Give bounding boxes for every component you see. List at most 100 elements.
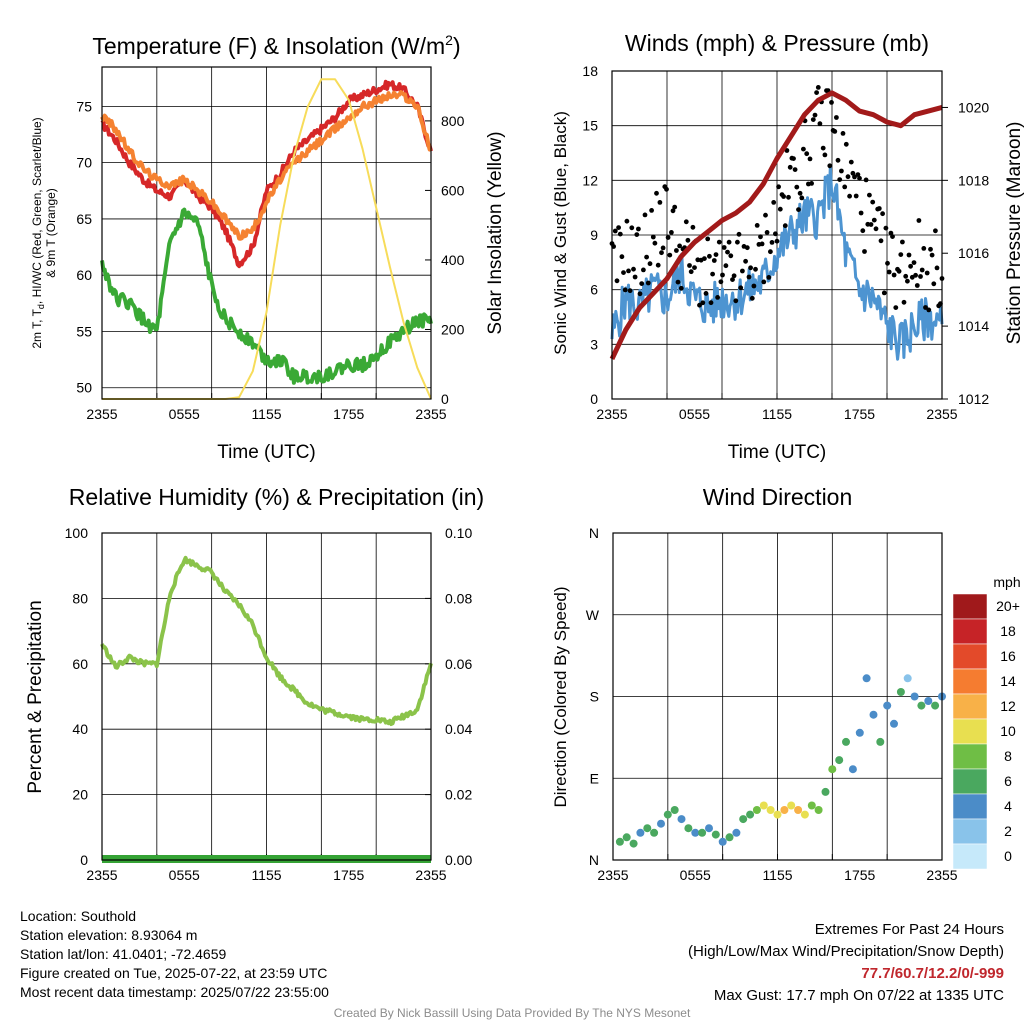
- wind-gust-point: [858, 210, 864, 216]
- temp-series-orange: [100, 90, 433, 241]
- wind-gust-point: [759, 241, 765, 247]
- dir-point: [917, 701, 926, 710]
- wind-gust-point: [848, 159, 854, 165]
- temp-y2label: Solar Insolation (Yellow): [485, 131, 506, 334]
- wind-xtick-label: 2355: [926, 406, 957, 422]
- wind-gust-point: [928, 246, 933, 252]
- wind-gust-point: [683, 219, 689, 225]
- wind-ytick-label: 9: [590, 227, 598, 243]
- wind-gust-point: [787, 164, 793, 170]
- dir-point: [657, 819, 665, 828]
- dir-point: [670, 806, 679, 814]
- wind-gust-point: [677, 243, 682, 249]
- wind-gust-point: [649, 208, 654, 213]
- wind-gust-point: [731, 273, 737, 279]
- wind-gust-point: [700, 300, 706, 306]
- temp-ylabel-subscript: d: [36, 304, 46, 309]
- wind-y2tick-label: 1020: [958, 99, 989, 115]
- dir-point: [725, 833, 734, 842]
- wind-gust-point: [690, 224, 696, 230]
- wind-gust-point: [893, 305, 899, 310]
- wind-xlabel: Time (UTC): [728, 442, 827, 463]
- wind-gust-point: [916, 218, 922, 223]
- wind-series-pressure: [609, 90, 943, 360]
- wind-gust-point: [674, 248, 679, 253]
- wind-gust-point: [730, 277, 735, 282]
- dir-point: [862, 674, 871, 683]
- wind-gust-point: [814, 90, 819, 95]
- dir-xtick-label: 0555: [680, 867, 711, 883]
- wind-ytick-label: 12: [582, 172, 598, 188]
- wind-gust-point: [645, 280, 651, 286]
- extremes-title: Extremes For Past 24 Hours: [814, 921, 1004, 938]
- wind-gust-point: [619, 254, 625, 260]
- wind-gust-point: [834, 115, 839, 120]
- rh-ytick-label: 60: [72, 656, 88, 672]
- colorbar-label: 18: [1000, 623, 1016, 639]
- dir-xtick-label: 2355: [597, 867, 628, 883]
- wind-gust-point: [697, 302, 702, 308]
- wind-gust-point: [708, 300, 714, 306]
- wind-gust-point: [715, 295, 720, 300]
- wind-gust-point: [629, 225, 635, 231]
- wind-gust-point: [911, 260, 917, 265]
- wind-gust-point: [901, 299, 907, 305]
- wind-gust-point: [885, 260, 890, 266]
- temp-title-superscript: 2: [445, 32, 453, 48]
- wind-gust-point: [753, 266, 758, 272]
- wind-y2label: Station Pressure (Maroon): [1004, 122, 1024, 345]
- wind-gust-point: [878, 238, 884, 244]
- wind-gust-point: [637, 291, 643, 297]
- wind-gust-point: [804, 151, 810, 157]
- dir-point: [636, 828, 645, 837]
- wind-gust-point: [906, 252, 912, 258]
- wind-xtick-label: 0555: [679, 406, 710, 422]
- dir-point: [752, 806, 761, 814]
- wind-gust-point: [626, 268, 631, 274]
- wind-gust-point: [870, 199, 876, 205]
- wind-gust-point: [665, 235, 671, 240]
- wind-gust-point: [843, 141, 849, 147]
- temp-y2tick-label: 400: [441, 252, 465, 268]
- wind-gust-point: [768, 249, 773, 255]
- wind-gust-point: [931, 281, 937, 287]
- wind-gust-point: [711, 258, 717, 263]
- dir-point: [855, 728, 864, 737]
- colorbar-label: 4: [1004, 798, 1012, 814]
- rh-y2tick-label: 0.10: [445, 525, 472, 541]
- wind-gust-point: [748, 265, 753, 271]
- colorbar-swatch: [952, 718, 988, 745]
- wind-gust-point: [860, 228, 866, 234]
- rh-ytick-label: 100: [65, 525, 89, 541]
- temp-ytick-label: 65: [76, 211, 92, 227]
- wind-series-blue: [610, 165, 944, 361]
- wind-gust-point: [728, 253, 734, 259]
- wind-ytick-label: 3: [590, 336, 598, 352]
- colorbar-label: 6: [1004, 773, 1012, 789]
- wind-gust-point: [782, 223, 788, 229]
- wind-gust-point: [914, 283, 920, 288]
- wind-gust-point: [764, 230, 770, 235]
- temp-xlabel: Time (UTC): [217, 442, 316, 463]
- wind-gust-point: [624, 218, 630, 224]
- extremes-subtitle: (High/Low/Max Wind/Precipitation/Snow De…: [688, 943, 1004, 960]
- dir-point: [643, 824, 652, 833]
- rh-xtick-label: 0555: [169, 867, 200, 883]
- temp-ylabel: 2m T, Td, HI/WC (Red, Green, Scarlet/Blu…: [30, 117, 46, 348]
- wind-gust-point: [707, 253, 712, 259]
- wind-gust-point: [718, 279, 724, 285]
- wind-gust-point: [632, 274, 638, 280]
- rh-ytick-label: 80: [72, 590, 88, 606]
- wind-gust-point: [763, 212, 768, 218]
- dir-point: [684, 824, 693, 833]
- rh-ytick-label: 0: [80, 852, 88, 868]
- rh-ytick-label: 40: [72, 721, 88, 737]
- wind-gust-point: [746, 274, 752, 280]
- dir-point: [931, 701, 940, 710]
- wind-gust-point: [713, 252, 719, 257]
- wind-gust-point: [898, 252, 904, 257]
- temp-y2tick-label: 200: [441, 321, 465, 337]
- wind-gust-point: [842, 184, 848, 190]
- wind-gust-point: [766, 275, 772, 280]
- rh-xtick-label: 1755: [333, 867, 364, 883]
